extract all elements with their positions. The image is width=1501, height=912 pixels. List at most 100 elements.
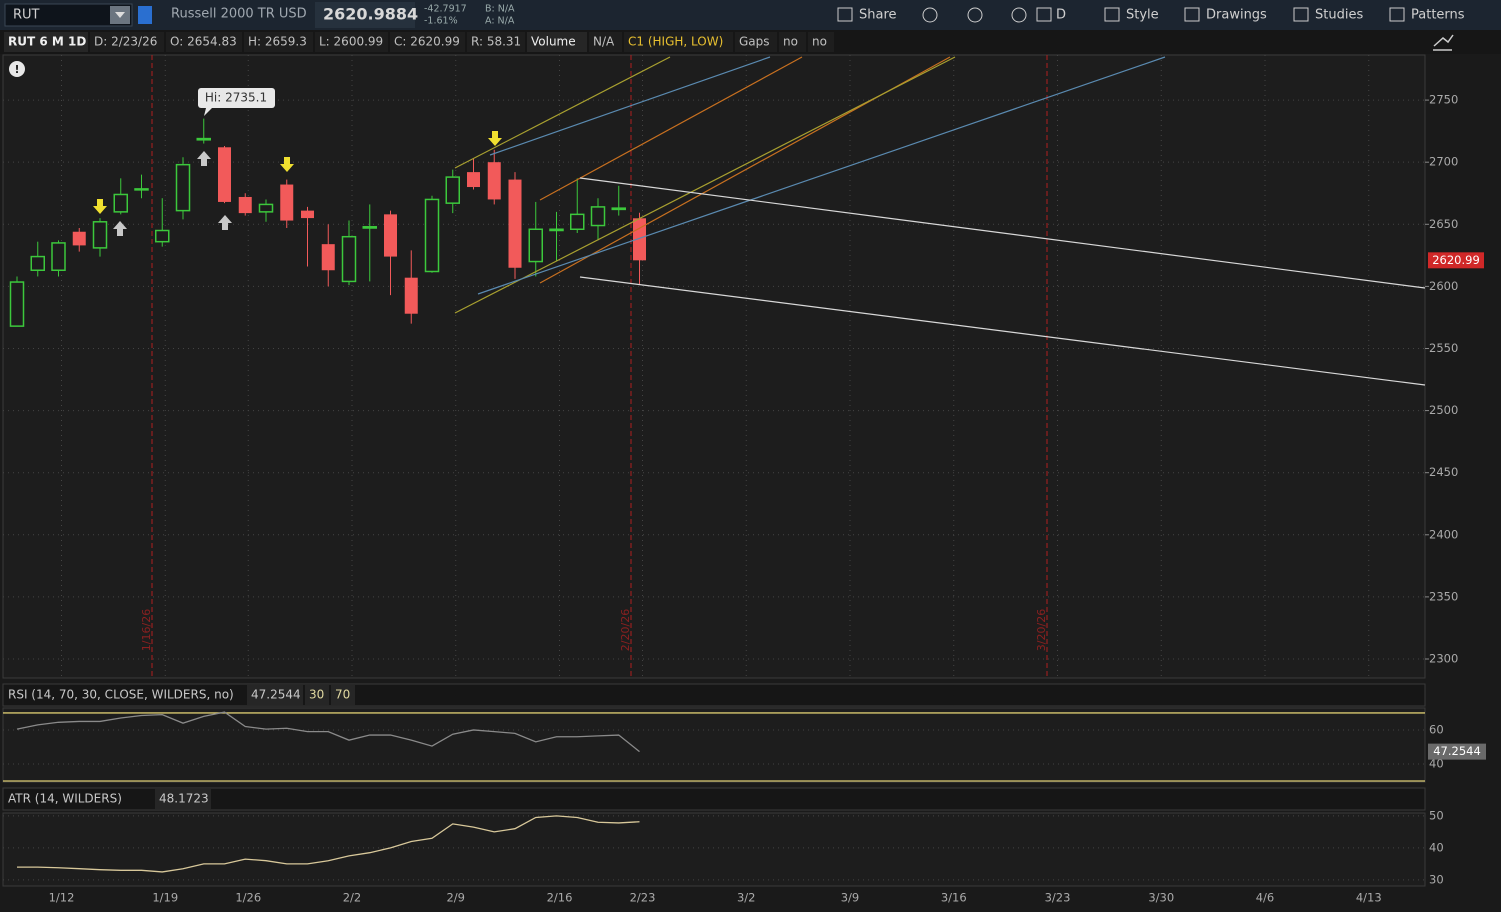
- symbol-box[interactable]: [4, 3, 133, 27]
- button-icon: [837, 7, 853, 22]
- tooltip: [198, 88, 275, 108]
- candle-body: [570, 213, 585, 231]
- y-tick-label: 2650: [1429, 217, 1458, 231]
- candle-body: [321, 244, 335, 271]
- indicator-line: [17, 815, 640, 873]
- button-label: D: [1056, 8, 1066, 23]
- candle-body: [590, 206, 606, 227]
- last-value-box: [1428, 743, 1486, 760]
- candle-body: [218, 147, 231, 202]
- toolbar-buttons: Share D Style Drawings Studies Patterns: [837, 7, 1465, 23]
- y-tick-label: 2400: [1429, 527, 1458, 541]
- info-items: RUT 6 M 1D D: 2/23/26 O: 2654.83 H: 2659.3 L…: [4, 32, 834, 52]
- candle-body: [175, 163, 191, 212]
- tooltip-text: Hi: 2735.1: [205, 91, 267, 105]
- y-tick-label: 2700: [1429, 155, 1458, 169]
- ask: A: N/A: [485, 16, 515, 27]
- button-icon: [1293, 7, 1309, 22]
- candle-body: [445, 176, 460, 204]
- y-tick-label: 40: [1429, 840, 1444, 854]
- panel-value-box: [247, 685, 303, 705]
- button-label: Studies: [1315, 8, 1363, 23]
- info-text: H: 2659.3: [248, 35, 307, 49]
- event-label: 3/20/26: [1035, 609, 1048, 651]
- button-label: Drawings: [1206, 8, 1267, 23]
- last-price-label: 2620.99: [1432, 253, 1480, 267]
- info-cell: [808, 32, 834, 52]
- button-label: Patterns: [1411, 8, 1465, 23]
- candle-body: [51, 242, 66, 271]
- candle-body: [611, 207, 626, 211]
- info-text: C: 2620.99: [394, 35, 460, 49]
- candle-body: [113, 193, 128, 213]
- net-change: -42.7917: [424, 4, 467, 15]
- info-cell: [244, 32, 313, 52]
- x-tick-label: 2/16: [547, 891, 573, 905]
- candle-body: [384, 214, 397, 257]
- level-box: [305, 685, 329, 705]
- x-tick-label: 2/2: [343, 891, 362, 905]
- button-label: Share: [859, 8, 897, 23]
- trendline: [454, 56, 956, 314]
- button-icon: [1389, 7, 1405, 22]
- info-text: RUT 6 M 1D: [8, 35, 86, 49]
- bid: B: N/A: [485, 4, 515, 15]
- x-tick-label: 4/6: [1256, 891, 1275, 905]
- info-text: D: 2/23/26: [94, 35, 157, 49]
- y-tick-label: 60: [1429, 722, 1444, 736]
- x-tick-label: 3/9: [841, 891, 860, 905]
- down-arrow: [93, 199, 107, 214]
- info-cell: [390, 32, 465, 52]
- info-cell: [735, 32, 777, 52]
- info-text: no: [783, 35, 798, 49]
- y-tick-label: 2500: [1429, 403, 1458, 417]
- info-text: L: 2600.99: [319, 35, 383, 49]
- info-cell: [4, 32, 88, 52]
- info-text: Volume: [531, 35, 576, 49]
- candle-body: [487, 162, 501, 200]
- symbol: RUT: [13, 8, 40, 23]
- button-icon: [1036, 7, 1052, 22]
- y-tick-label: 30: [1429, 872, 1444, 886]
- atr-panel: [2, 812, 1426, 887]
- event-label: 2/20/26: [619, 609, 632, 651]
- last-price: 2620.9884: [323, 5, 418, 24]
- y-tick-label: 40: [1429, 756, 1444, 770]
- info-text: Gaps: [739, 35, 770, 49]
- info-text: no: [812, 35, 827, 49]
- info-cell: [779, 32, 806, 52]
- candle-body: [362, 226, 377, 229]
- link-icon[interactable]: [138, 6, 152, 24]
- info-text: R: 58.31: [471, 35, 521, 49]
- toolbar-icon[interactable]: [1011, 7, 1027, 23]
- up-arrow: [113, 221, 127, 236]
- info-cell: [166, 32, 242, 52]
- alert-icon[interactable]: [9, 61, 25, 77]
- toolbar-icon[interactable]: [922, 7, 938, 23]
- rsi-panel: [2, 707, 1426, 783]
- x-tick-label: 3/2: [737, 891, 756, 905]
- info-cell: [527, 32, 587, 52]
- axis-icon[interactable]: [1433, 34, 1454, 51]
- tooltip-tail: [204, 108, 212, 116]
- candle-body: [92, 221, 108, 249]
- candle-body: [528, 228, 543, 263]
- dropdown-arrow: [115, 12, 125, 18]
- info-cell: [467, 32, 525, 52]
- y-tick-label: 2450: [1429, 465, 1458, 479]
- info-text: N/A: [593, 35, 615, 49]
- trendline: [489, 56, 771, 156]
- panel-value: 47.2544: [251, 688, 301, 702]
- candle-body: [134, 188, 149, 191]
- drawings: [454, 56, 1426, 386]
- toolbar-icon[interactable]: [967, 7, 983, 23]
- info-cell: [90, 32, 164, 52]
- price-box: [315, 2, 415, 28]
- candle-body: [633, 218, 646, 261]
- x-tick-label: 2/23: [630, 891, 656, 905]
- y-tick-label: 2600: [1429, 279, 1458, 293]
- up-arrow: [218, 215, 232, 230]
- button-label: Style: [1126, 8, 1159, 23]
- atr-header: [2, 787, 1426, 811]
